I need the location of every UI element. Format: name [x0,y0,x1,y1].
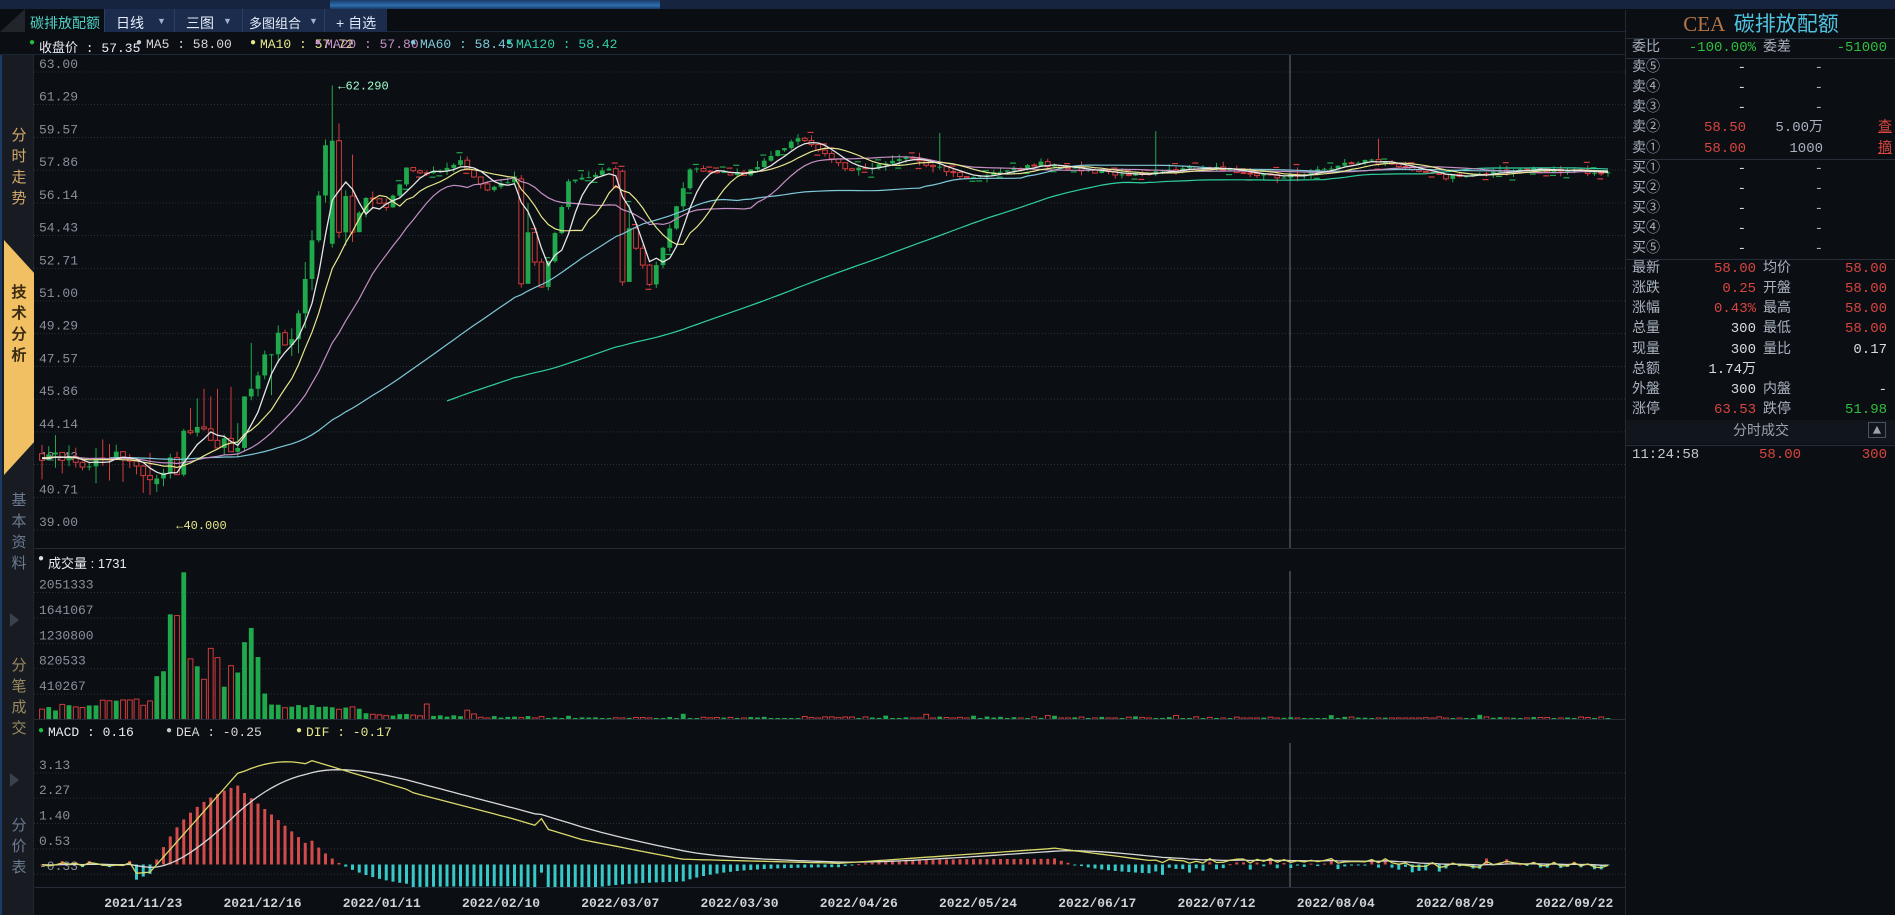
svg-text:47.57: 47.57 [39,351,78,366]
svg-text:51.00: 51.00 [39,286,78,301]
svg-text:3.13: 3.13 [39,758,70,773]
svg-text:1230800: 1230800 [39,628,94,643]
svg-text:0.53: 0.53 [39,834,70,849]
svg-text:←40.000: ←40.000 [176,519,226,533]
svg-text:39.00: 39.00 [39,515,78,530]
svg-text:410267: 410267 [39,679,86,694]
svg-text:←62.290: ←62.290 [338,80,388,94]
svg-text:2051333: 2051333 [39,578,94,593]
svg-text:-0.33: -0.33 [39,859,78,874]
svg-text:49.29: 49.29 [39,319,78,334]
svg-text:61.29: 61.29 [39,90,78,105]
svg-text:1.40: 1.40 [39,809,70,824]
svg-text:45.86: 45.86 [39,384,78,399]
svg-text:56.14: 56.14 [39,188,78,203]
svg-text:52.71: 52.71 [39,253,78,268]
svg-text:820533: 820533 [39,654,86,669]
svg-text:59.57: 59.57 [39,122,78,137]
svg-text:1641067: 1641067 [39,603,94,618]
svg-text:2.27: 2.27 [39,783,70,798]
svg-text:57.86: 57.86 [39,155,78,170]
svg-text:40.71: 40.71 [39,482,78,497]
svg-text:44.14: 44.14 [39,417,78,432]
svg-text:54.43: 54.43 [39,221,78,236]
svg-text:63.00: 63.00 [39,57,78,72]
